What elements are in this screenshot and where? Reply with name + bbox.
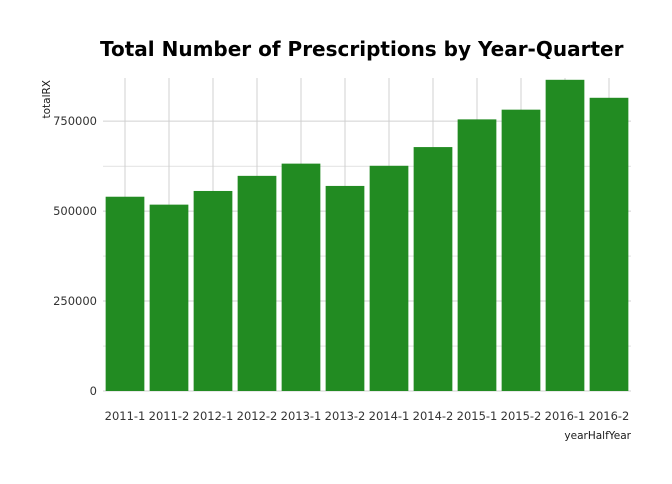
x-axis-label: yearHalfYear — [564, 430, 631, 442]
y-tick-label: 500000 — [53, 204, 97, 218]
bar-2013-2 — [325, 185, 365, 391]
y-tick-label: 0 — [90, 384, 97, 398]
bar-2012-1 — [193, 190, 233, 391]
x-tick-label: 2012-2 — [237, 409, 278, 423]
y-axis-ticks: 0 250000 500000 750000 — [53, 114, 97, 398]
bar-2011-2 — [149, 204, 189, 391]
y-tick-label: 250000 — [53, 294, 97, 308]
x-tick-label: 2016-2 — [589, 409, 630, 423]
x-tick-label: 2012-1 — [193, 409, 234, 423]
x-tick-label: 2013-2 — [325, 409, 366, 423]
x-tick-label: 2015-1 — [457, 409, 498, 423]
x-tick-label: 2016-1 — [545, 409, 586, 423]
bars — [105, 79, 629, 392]
x-tick-label: 2011-2 — [149, 409, 190, 423]
x-tick-label: 2014-2 — [413, 409, 454, 423]
bar-2015-2 — [501, 109, 541, 392]
x-tick-label: 2015-2 — [501, 409, 542, 423]
chart-title: Total Number of Prescriptions by Year-Qu… — [100, 37, 624, 61]
bar-2012-2 — [237, 175, 277, 391]
y-axis-label: totalRX — [41, 80, 53, 119]
bar-2016-1 — [545, 79, 585, 391]
x-tick-label: 2013-1 — [281, 409, 322, 423]
x-axis-ticks: 2011-1 2011-2 2012-1 2012-2 2013-1 2013-2 2014… — [105, 409, 630, 423]
bar-2014-1 — [369, 165, 409, 391]
x-tick-label: 2014-1 — [369, 409, 410, 423]
bar-2015-1 — [457, 119, 497, 391]
y-tick-label: 750000 — [53, 114, 97, 128]
bar-2013-1 — [281, 163, 321, 391]
x-tick-label: 2011-1 — [105, 409, 146, 423]
bar-2011-1 — [105, 196, 145, 391]
bar-2016-2 — [589, 97, 629, 391]
bar-2014-2 — [413, 147, 453, 391]
